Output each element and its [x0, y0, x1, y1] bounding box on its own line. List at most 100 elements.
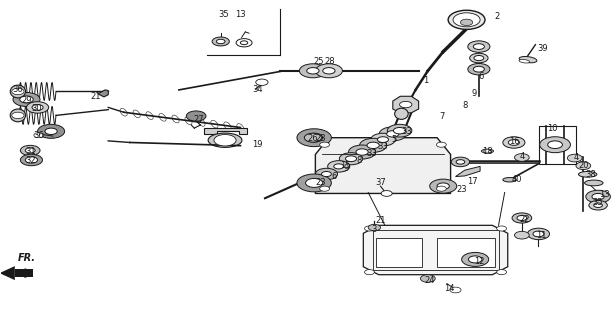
Circle shape [297, 174, 331, 192]
Circle shape [460, 19, 472, 26]
Text: 21: 21 [375, 216, 386, 225]
Bar [376, 238, 422, 267]
Circle shape [589, 200, 607, 210]
Circle shape [315, 64, 342, 78]
Circle shape [368, 224, 381, 231]
Circle shape [451, 157, 469, 167]
Text: 6: 6 [479, 72, 484, 81]
Ellipse shape [224, 122, 231, 130]
Circle shape [430, 179, 456, 193]
Circle shape [586, 190, 610, 203]
Circle shape [299, 64, 326, 78]
Circle shape [38, 124, 65, 138]
Polygon shape [203, 127, 246, 134]
Circle shape [256, 79, 268, 85]
Circle shape [25, 157, 38, 163]
Text: 22: 22 [519, 215, 530, 224]
Circle shape [297, 129, 331, 147]
Circle shape [576, 162, 591, 170]
Text: 26: 26 [307, 134, 318, 143]
Text: FR.: FR. [18, 253, 36, 263]
Circle shape [517, 215, 527, 220]
Circle shape [461, 252, 488, 267]
Circle shape [514, 154, 529, 161]
Ellipse shape [159, 113, 166, 121]
Circle shape [349, 145, 376, 159]
Text: 38: 38 [585, 170, 596, 179]
Ellipse shape [503, 178, 516, 182]
Text: 36: 36 [33, 131, 44, 140]
Circle shape [12, 88, 24, 95]
Text: 4: 4 [573, 153, 578, 162]
Bar [539, 125, 576, 164]
Polygon shape [363, 225, 508, 275]
Circle shape [365, 270, 375, 275]
Circle shape [315, 168, 338, 180]
Text: 39: 39 [538, 44, 548, 53]
Circle shape [186, 111, 206, 121]
Text: 19: 19 [253, 140, 263, 149]
Circle shape [496, 270, 506, 275]
Circle shape [503, 137, 525, 148]
Text: 3: 3 [371, 225, 377, 234]
Text: 33: 33 [401, 127, 411, 136]
Circle shape [508, 140, 519, 145]
Text: 13: 13 [599, 190, 610, 199]
Circle shape [12, 112, 24, 119]
Ellipse shape [10, 85, 26, 98]
Text: 33: 33 [378, 142, 388, 151]
Circle shape [379, 127, 407, 141]
Circle shape [594, 203, 602, 207]
Text: 23: 23 [315, 134, 326, 143]
Circle shape [496, 226, 506, 231]
Text: 29: 29 [22, 96, 32, 105]
Circle shape [212, 37, 229, 46]
Circle shape [592, 194, 604, 200]
Text: 25: 25 [314, 57, 324, 66]
Circle shape [26, 102, 49, 113]
Circle shape [34, 132, 44, 138]
Ellipse shape [481, 149, 493, 153]
Circle shape [512, 213, 532, 223]
Circle shape [320, 186, 330, 191]
Circle shape [514, 231, 529, 239]
Circle shape [448, 10, 485, 29]
Text: 30: 30 [31, 104, 42, 113]
Text: 20: 20 [578, 161, 589, 170]
Circle shape [387, 131, 399, 137]
Circle shape [322, 172, 331, 177]
Text: 11: 11 [537, 231, 547, 240]
Ellipse shape [172, 115, 179, 123]
Circle shape [456, 160, 464, 164]
Circle shape [371, 133, 395, 146]
Circle shape [306, 179, 323, 188]
Ellipse shape [185, 117, 192, 124]
Text: 1: 1 [423, 76, 429, 85]
Text: 27: 27 [193, 115, 204, 124]
Circle shape [20, 145, 40, 156]
Circle shape [437, 142, 446, 147]
Circle shape [365, 226, 375, 231]
Circle shape [236, 39, 252, 47]
Circle shape [453, 13, 480, 27]
Ellipse shape [578, 172, 597, 177]
Text: 5: 5 [391, 135, 397, 144]
Circle shape [469, 53, 488, 63]
Circle shape [334, 164, 344, 169]
Text: 9: 9 [344, 164, 349, 173]
Circle shape [13, 92, 40, 107]
Text: 23: 23 [315, 178, 326, 187]
Text: 13: 13 [235, 10, 246, 19]
Circle shape [45, 128, 57, 134]
Circle shape [484, 149, 491, 153]
Ellipse shape [198, 118, 205, 126]
Circle shape [240, 41, 248, 45]
Ellipse shape [133, 110, 140, 118]
Ellipse shape [395, 108, 408, 119]
Circle shape [437, 183, 449, 189]
Ellipse shape [519, 60, 530, 63]
Text: 15: 15 [339, 161, 350, 170]
Circle shape [306, 133, 323, 142]
Text: 32: 32 [25, 156, 36, 165]
Ellipse shape [211, 120, 218, 128]
